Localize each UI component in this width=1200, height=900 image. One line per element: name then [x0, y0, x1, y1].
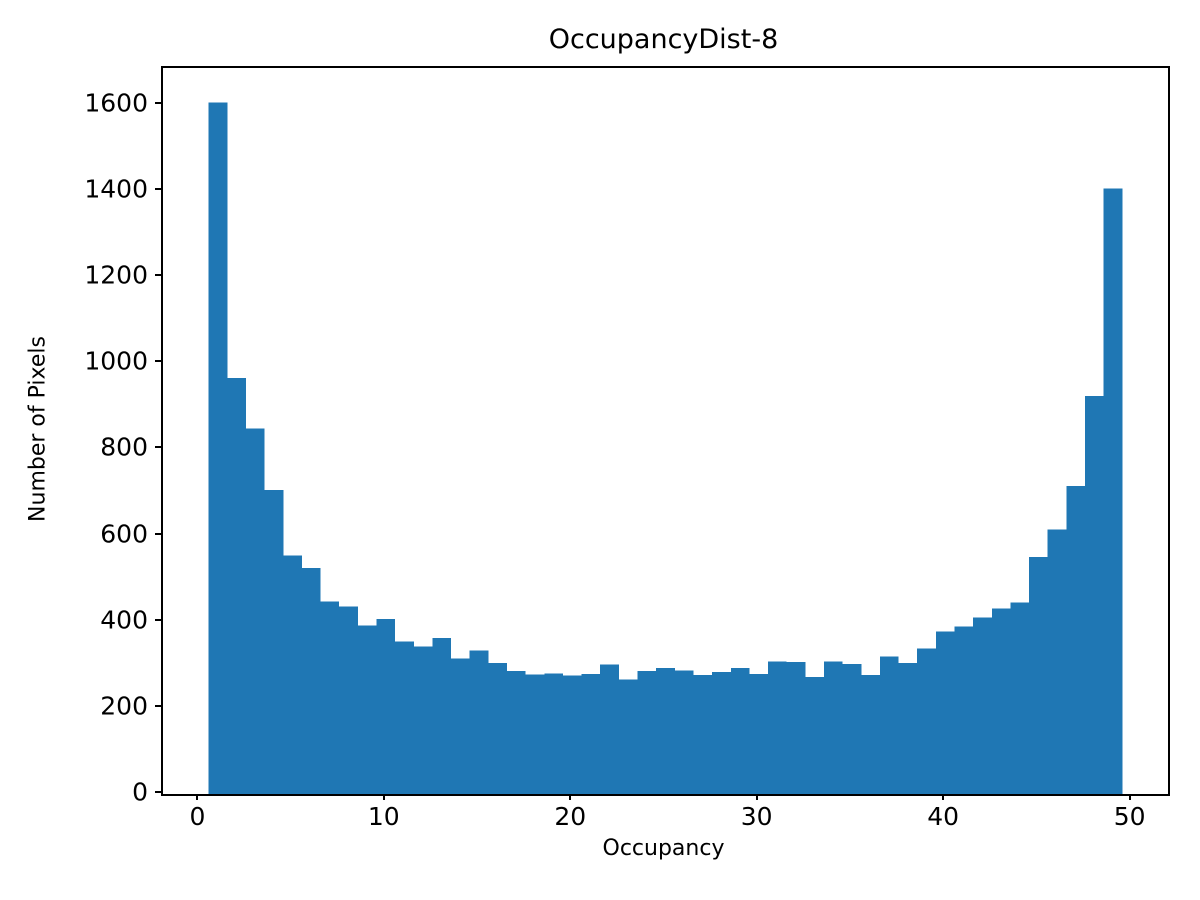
histogram-bar: [674, 670, 694, 794]
x-tick-mark: [382, 794, 385, 800]
histogram-bar: [823, 661, 843, 794]
histogram-bar: [227, 377, 246, 794]
histogram-bar: [973, 617, 992, 794]
histogram-bar: [376, 619, 396, 794]
x-tick-label: 50: [1113, 802, 1146, 831]
histogram-bar: [768, 661, 787, 794]
histogram-bar: [730, 668, 750, 794]
y-tick-mark: [155, 101, 161, 104]
histogram-bar: [544, 673, 563, 794]
y-tick-label: 0: [132, 777, 148, 807]
histogram-bar: [208, 102, 228, 794]
y-tick-label: 600: [100, 519, 148, 548]
x-tick-mark: [942, 794, 945, 800]
histogram-bar: [618, 679, 638, 794]
x-tick-label: 30: [740, 802, 773, 831]
plot-area: [161, 66, 1170, 796]
y-tick-label: 800: [100, 432, 148, 462]
x-tick-label: 40: [927, 802, 960, 831]
y-tick-mark: [155, 618, 161, 621]
histogram-bar: [283, 555, 302, 794]
histogram-bar: [395, 641, 414, 794]
y-tick-label: 400: [100, 605, 148, 635]
x-tick-mark: [755, 794, 758, 800]
histogram-bar: [898, 663, 918, 794]
histogram-bar: [320, 601, 340, 794]
histogram-bar: [656, 668, 675, 794]
histogram-bar: [693, 675, 713, 794]
y-tick-mark: [155, 704, 161, 707]
histogram-bar: [917, 648, 936, 794]
histogram-bar: [413, 646, 433, 794]
histogram-bar: [935, 631, 955, 794]
histogram-bar: [1029, 557, 1048, 794]
histogram-bar: [805, 676, 824, 794]
y-tick-mark: [155, 360, 161, 363]
histogram-bar: [525, 674, 545, 794]
y-tick-mark: [155, 274, 161, 276]
histogram-bar: [842, 663, 862, 794]
x-tick-label: 10: [367, 802, 400, 831]
histogram-bar: [301, 568, 321, 794]
histogram-bar: [879, 656, 899, 794]
y-tick-label: 1200: [84, 260, 148, 290]
histogram-bar: [245, 428, 265, 794]
x-tick-label: 0: [189, 802, 206, 831]
chart-title: OccupancyDist-8: [548, 24, 779, 55]
y-tick-mark: [155, 791, 161, 793]
histogram-bar: [1047, 529, 1067, 794]
y-tick-label: 200: [100, 691, 148, 721]
x-tick-label: 20: [554, 802, 587, 831]
histogram-bar: [1010, 602, 1030, 794]
histogram-bar: [562, 675, 582, 794]
histogram-bar: [600, 664, 619, 794]
x-axis-label: Occupancy: [602, 836, 725, 861]
y-tick-label: 1400: [84, 174, 148, 204]
y-tick-mark: [155, 532, 161, 535]
histogram-bar: [1103, 188, 1123, 794]
histogram-bar: [991, 608, 1011, 794]
histogram-bar: [1066, 485, 1086, 794]
y-tick-mark: [155, 187, 161, 190]
histogram-bar: [507, 670, 526, 794]
histogram-bar: [339, 606, 358, 794]
histogram-bar: [432, 638, 452, 794]
histogram-bar: [451, 658, 470, 794]
histogram-bar: [712, 672, 731, 794]
y-tick-label: 1600: [84, 88, 148, 118]
x-tick-mark: [196, 794, 199, 800]
histogram-bar: [637, 670, 657, 794]
y-tick-label: 1000: [84, 346, 148, 376]
histogram-bar: [954, 626, 974, 794]
histogram-bar: [749, 673, 769, 794]
histogram-bar: [264, 489, 284, 794]
histogram-bar: [786, 662, 806, 794]
histogram-svg: [208, 102, 1123, 794]
histogram-bar: [861, 675, 880, 794]
histogram-bar: [488, 663, 508, 794]
histogram-bar: [469, 650, 489, 794]
x-tick-mark: [569, 794, 572, 800]
histogram-bar: [581, 674, 601, 794]
histogram-bar: [1085, 395, 1104, 794]
x-tick-mark: [1128, 794, 1131, 800]
y-tick-mark: [155, 446, 161, 449]
histogram-bar: [357, 625, 377, 794]
